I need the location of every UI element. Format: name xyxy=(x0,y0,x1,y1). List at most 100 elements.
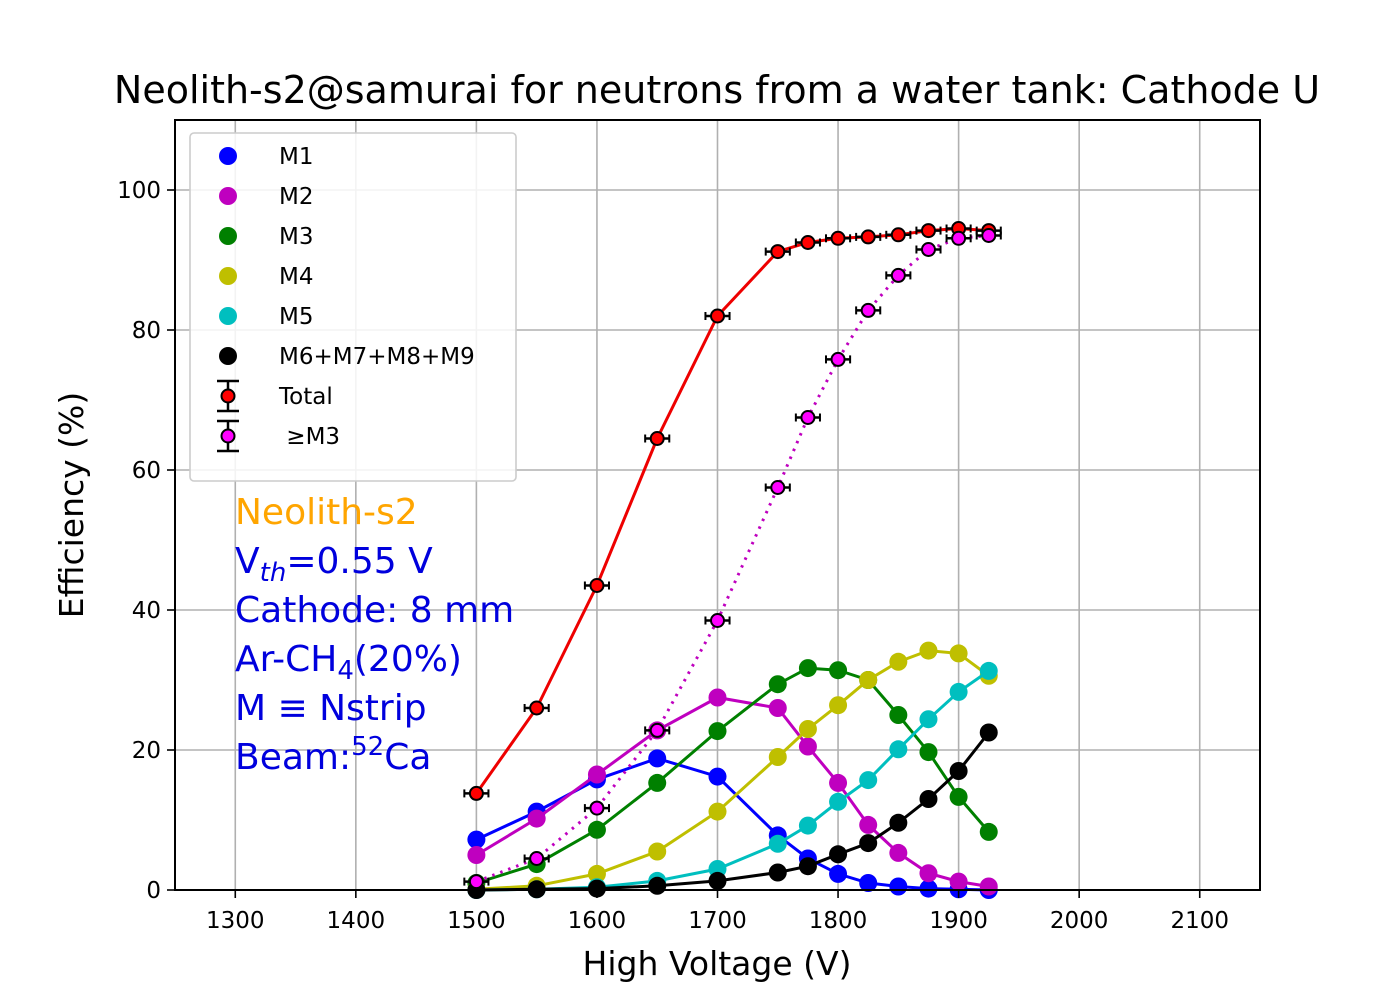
annotation-gas-suffix: (20%) xyxy=(354,639,462,680)
data-point xyxy=(860,229,876,245)
y-tick-label: 60 xyxy=(132,458,161,484)
annotation-cathode: Cathode: 8 mm xyxy=(235,590,514,631)
data-point xyxy=(920,223,936,239)
series-line xyxy=(475,756,989,892)
y-axis-label: Efficiency (%) xyxy=(52,392,91,619)
data-point xyxy=(829,864,848,883)
x-tick-label: 1700 xyxy=(688,908,747,934)
data-point xyxy=(649,431,665,446)
y-tick-label: 20 xyxy=(132,738,161,764)
data-point xyxy=(949,872,968,891)
data-point xyxy=(587,820,606,839)
series-line xyxy=(476,669,990,892)
data-point xyxy=(708,722,727,741)
series-line xyxy=(475,226,989,795)
data-point xyxy=(708,802,727,821)
data-point xyxy=(648,773,667,792)
y-tick-label: 40 xyxy=(132,598,161,624)
annotation-threshold-sub: th xyxy=(260,558,287,588)
data-point xyxy=(798,816,817,835)
plot-area: 1300 1400 1500 1600 1700 1800 1900 2000 2100 0 20 4… xyxy=(117,119,1261,934)
legend-marker xyxy=(219,187,237,205)
legend-marker xyxy=(219,147,237,165)
legend-marker xyxy=(220,428,236,444)
data-point xyxy=(768,675,787,694)
data-point xyxy=(979,877,998,896)
annotation-threshold-suffix: =0.55 V xyxy=(286,541,433,582)
data-point xyxy=(829,773,848,792)
annotation-threshold: Vth=0.55 V xyxy=(235,541,433,588)
data-point xyxy=(890,227,906,243)
data-point xyxy=(800,410,816,425)
x-tick-label: 1800 xyxy=(809,908,868,934)
data-point xyxy=(859,771,878,790)
series-0 xyxy=(467,749,998,899)
data-point xyxy=(949,644,968,663)
legend-label: ≥M3 xyxy=(279,424,340,450)
data-point xyxy=(529,851,545,866)
data-point xyxy=(829,696,848,715)
data-point xyxy=(770,480,786,495)
data-point xyxy=(829,661,848,680)
annotation-beam-suffix: Ca xyxy=(384,737,431,778)
annotation-m-definition: M ≡ Nstrip xyxy=(235,688,427,729)
data-point xyxy=(949,762,968,780)
data-point xyxy=(979,822,998,841)
chart-title: Neolith-s2@samurai for neutrons from a w… xyxy=(114,68,1320,112)
legend-marker xyxy=(220,388,236,404)
data-point xyxy=(949,787,968,806)
data-point xyxy=(587,879,606,898)
legend-label: M2 xyxy=(279,184,313,210)
data-point xyxy=(979,723,998,742)
data-point xyxy=(889,706,908,724)
data-point xyxy=(589,800,605,816)
x-tick-label: 1500 xyxy=(447,908,506,934)
data-point xyxy=(800,235,816,250)
data-point xyxy=(649,722,665,738)
data-point xyxy=(708,688,727,707)
data-point xyxy=(829,845,848,864)
data-point xyxy=(798,857,817,876)
data-point xyxy=(798,659,817,678)
data-point xyxy=(768,834,787,853)
x-tick-label: 1400 xyxy=(327,908,386,934)
data-point xyxy=(468,874,484,890)
legend-marker xyxy=(219,227,237,245)
data-point xyxy=(859,671,878,689)
data-point xyxy=(889,652,908,671)
series-2 xyxy=(467,659,998,892)
legend-marker xyxy=(219,347,237,365)
data-point xyxy=(710,613,725,628)
data-point xyxy=(467,846,486,864)
data-point xyxy=(648,749,667,768)
x-axis-label: High Voltage (V) xyxy=(583,944,852,983)
series-line xyxy=(476,731,990,892)
annotation-beam: Beam:52Ca xyxy=(235,732,431,778)
data-point xyxy=(830,230,846,246)
series-6 xyxy=(463,221,1002,801)
data-point xyxy=(981,228,997,243)
annotation-model: Neolith-s2 xyxy=(235,492,418,533)
legend-marker xyxy=(219,267,237,285)
annotation-gas: Ar-CH4(20%) xyxy=(235,639,462,686)
legend-label: M4 xyxy=(279,264,313,290)
legend: M1 M2 M3 M4 M5 M6+M7+M8+M9 Total ≥M3 xyxy=(189,132,517,482)
data-point xyxy=(798,720,817,738)
data-point xyxy=(467,830,486,849)
data-point xyxy=(949,682,968,701)
data-point xyxy=(527,809,546,828)
legend-label: M1 xyxy=(279,144,313,170)
series-line xyxy=(475,234,989,884)
data-point xyxy=(889,877,908,896)
x-tick-label: 1900 xyxy=(929,908,988,934)
legend-label: M6+M7+M8+M9 xyxy=(279,344,475,370)
data-point xyxy=(859,834,878,853)
data-point xyxy=(919,879,938,898)
data-point xyxy=(920,242,936,257)
data-point xyxy=(889,843,908,862)
series-5 xyxy=(467,723,998,899)
data-point xyxy=(710,308,725,324)
annotation-block: Neolith-s2 Vth=0.55 V Cathode: 8 mm Ar-C… xyxy=(235,492,514,778)
data-point xyxy=(860,302,876,318)
